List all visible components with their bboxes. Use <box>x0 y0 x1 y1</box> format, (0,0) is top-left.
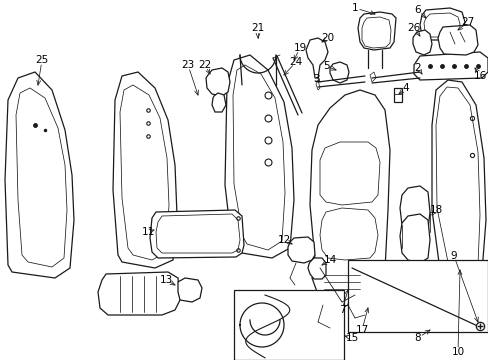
Text: 2: 2 <box>414 63 421 73</box>
Polygon shape <box>437 25 477 55</box>
Text: 16: 16 <box>472 71 486 81</box>
Text: 6: 6 <box>414 5 421 15</box>
Text: 4: 4 <box>402 83 408 93</box>
Polygon shape <box>351 283 384 322</box>
Text: 26: 26 <box>407 23 420 33</box>
Text: 25: 25 <box>35 55 48 65</box>
Bar <box>347 260 487 332</box>
Bar <box>234 290 343 360</box>
Polygon shape <box>413 52 487 80</box>
Text: 20: 20 <box>321 33 334 43</box>
Text: 18: 18 <box>428 205 442 215</box>
Polygon shape <box>212 93 225 112</box>
Text: 8: 8 <box>414 333 421 343</box>
Polygon shape <box>98 272 180 315</box>
Text: 21: 21 <box>251 23 264 33</box>
Text: 12: 12 <box>277 235 290 245</box>
Polygon shape <box>419 8 464 40</box>
Text: 27: 27 <box>461 17 474 27</box>
Text: 17: 17 <box>355 325 368 335</box>
Text: 5: 5 <box>322 61 328 71</box>
Text: 15: 15 <box>345 333 358 343</box>
Text: 3: 3 <box>312 74 319 84</box>
Polygon shape <box>178 278 202 302</box>
Polygon shape <box>412 30 431 55</box>
Text: 7: 7 <box>338 305 345 315</box>
Text: 14: 14 <box>323 255 336 265</box>
Bar <box>393 88 401 102</box>
Text: 19: 19 <box>293 43 306 53</box>
Text: 24: 24 <box>289 57 302 67</box>
Text: 9: 9 <box>450 251 456 261</box>
Polygon shape <box>224 55 293 258</box>
Polygon shape <box>431 80 485 282</box>
Polygon shape <box>399 186 429 235</box>
Polygon shape <box>315 80 319 90</box>
Polygon shape <box>287 237 314 263</box>
Text: 10: 10 <box>450 347 464 357</box>
Polygon shape <box>150 210 244 258</box>
Polygon shape <box>205 68 229 96</box>
Text: 11: 11 <box>141 227 154 237</box>
Text: 13: 13 <box>159 275 172 285</box>
Polygon shape <box>399 214 429 263</box>
Polygon shape <box>329 62 348 83</box>
Polygon shape <box>307 258 325 279</box>
Polygon shape <box>369 72 375 82</box>
Polygon shape <box>309 90 389 310</box>
Polygon shape <box>305 38 327 78</box>
Text: 23: 23 <box>181 60 194 70</box>
Text: 1: 1 <box>351 3 358 13</box>
Polygon shape <box>5 72 74 278</box>
Polygon shape <box>113 72 177 268</box>
Polygon shape <box>357 12 395 50</box>
Text: 22: 22 <box>198 60 211 70</box>
